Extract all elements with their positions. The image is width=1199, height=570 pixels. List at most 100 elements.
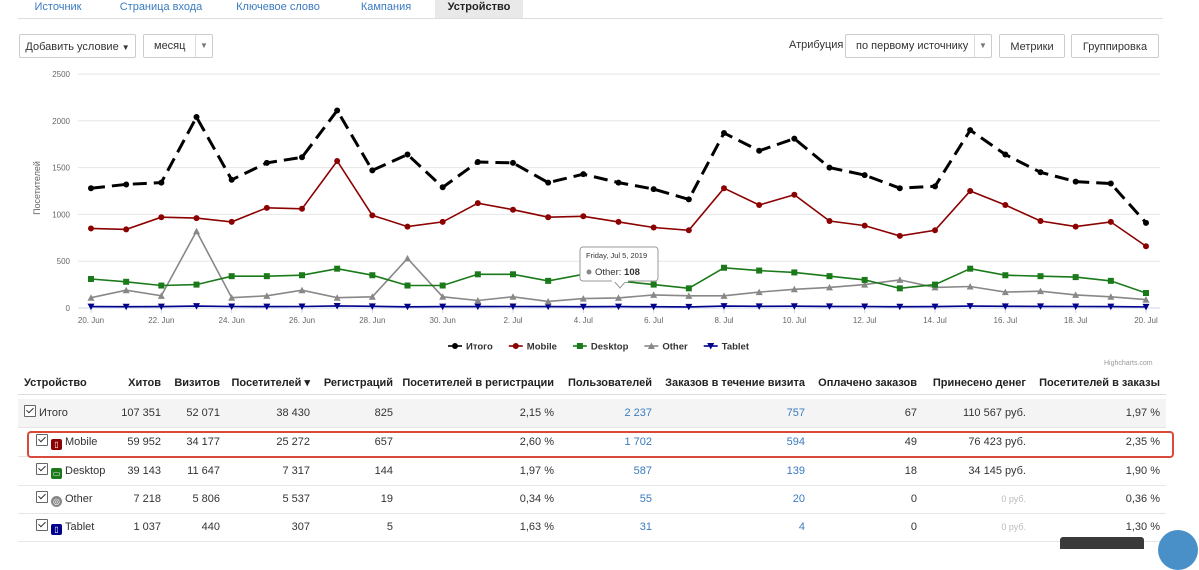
col-visits[interactable]: Визитов: [174, 377, 220, 389]
series-point: [439, 293, 447, 300]
series-point: [932, 183, 938, 190]
series-point: [439, 218, 446, 225]
x-tick-label: 2. Jul: [503, 316, 522, 325]
series-point: [896, 185, 903, 192]
checkbox[interactable]: [36, 491, 48, 503]
series-point: [721, 185, 727, 192]
cell-orders-link[interactable]: 757: [786, 407, 805, 419]
cell-hits: 39 143: [127, 465, 161, 477]
cell-orders-link[interactable]: 20: [792, 493, 805, 505]
floating-panel[interactable]: [1060, 537, 1144, 549]
col-orders-in-visit[interactable]: Заказов в течение визита: [665, 377, 805, 389]
cell-users-link[interactable]: 55: [639, 493, 652, 505]
series-point: [299, 154, 305, 161]
caret-down-icon: ▼: [121, 43, 130, 52]
chart-x-axis: 20. Jun 22. Jun 24. Jun 26. Jun 28. Jun 30. J…: [78, 308, 1158, 325]
col-registrations[interactable]: Регистраций: [323, 377, 393, 389]
series-point: [333, 302, 341, 310]
series-point: [756, 267, 763, 274]
cell-users-link[interactable]: 2 237: [624, 407, 652, 419]
svg-text:Other: 108: Other: 108: [595, 267, 640, 278]
series-point: [1072, 274, 1079, 281]
attribution-select[interactable]: по первому источнику ▼: [845, 34, 992, 58]
cell-visitors-to-orders: 1,97 %: [1125, 407, 1160, 419]
cell-orders-link[interactable]: 594: [786, 436, 805, 448]
col-device[interactable]: Устройство: [24, 377, 87, 389]
cell-orders-link[interactable]: 139: [786, 465, 805, 477]
cell-users-link[interactable]: 1 702: [624, 436, 652, 448]
chart-series: [87, 107, 1150, 311]
series-Итого: [88, 107, 1149, 226]
col-paid-orders[interactable]: Оплачено заказов: [818, 377, 917, 389]
cell-visitors: 38 430: [276, 407, 310, 419]
series-point: [1037, 303, 1044, 310]
series-point: [1072, 303, 1080, 311]
grouping-button[interactable]: Группировка: [1071, 34, 1159, 58]
cell-visitors-to-orders: 2,35 %: [1125, 436, 1160, 448]
series-point: [193, 215, 200, 222]
cell-money: 0 руб.: [1001, 494, 1026, 504]
series-point: [707, 343, 715, 350]
series-point: [474, 200, 481, 207]
series-point: [299, 272, 305, 279]
cell-users-link[interactable]: 587: [633, 465, 652, 477]
series-point: [615, 179, 622, 186]
metrics-button[interactable]: Метрики: [999, 34, 1065, 58]
tab-campaign[interactable]: Кампания: [360, 1, 412, 13]
series-point: [544, 303, 552, 311]
col-visitors-to-orders[interactable]: Посетителей в заказы: [1039, 377, 1160, 389]
x-tick-label: 4. Jul: [574, 316, 593, 325]
cell-visitors-to-registrations: 2,60 %: [519, 436, 554, 448]
col-money[interactable]: Принесено денег: [932, 377, 1026, 389]
x-tick-label: 20. Jun: [78, 316, 104, 325]
series-point: [1142, 303, 1150, 311]
series-point: [720, 292, 728, 299]
chat-widget-button[interactable]: [1158, 530, 1198, 570]
add-condition-button[interactable]: Добавить условие ▼: [19, 34, 136, 58]
col-visitors-sorted[interactable]: Посетителей ▾: [231, 377, 310, 389]
series-point: [509, 293, 517, 300]
cell-users-link[interactable]: 31: [639, 521, 652, 533]
series-point: [791, 191, 798, 198]
cell-orders-link[interactable]: 4: [798, 521, 805, 533]
series-point: [967, 265, 974, 272]
col-hits[interactable]: Хитов: [128, 377, 161, 389]
x-tick-label: 24. Jun: [219, 316, 245, 325]
checkbox[interactable]: [36, 519, 48, 531]
tab-keyword[interactable]: Ключевое слово: [236, 1, 320, 13]
series-point: [932, 227, 938, 234]
checkbox[interactable]: [24, 405, 36, 417]
cell-registrations: 144: [374, 465, 393, 477]
series-point: [826, 273, 833, 280]
col-users[interactable]: Пользователей: [568, 377, 652, 389]
cell-visitors-to-orders: 0,36 %: [1125, 493, 1160, 505]
series-point: [158, 179, 165, 186]
series-point: [334, 107, 341, 114]
series-point: [650, 186, 657, 193]
series-point: [510, 271, 516, 278]
series-point: [579, 303, 587, 311]
period-select[interactable]: месяц ▼: [143, 34, 213, 58]
series-point: [263, 303, 271, 311]
chart-gridlines: [78, 73, 1160, 309]
attribution-label: Атрибуция: [789, 39, 844, 51]
cell-visitors-to-registrations: 1,63 %: [519, 521, 554, 533]
series-point: [158, 282, 165, 289]
series-point: [579, 295, 587, 302]
legend-label: Итого: [466, 342, 493, 353]
series-point: [228, 218, 235, 225]
checkbox[interactable]: [36, 434, 48, 446]
mobile-icon: ▯: [51, 439, 62, 450]
series-point: [123, 226, 130, 233]
tab-landing-page[interactable]: Страница входа: [119, 1, 203, 13]
x-tick-label: 28. Jun: [359, 316, 385, 325]
tab-source[interactable]: Источник: [34, 1, 82, 13]
series-point: [650, 281, 657, 288]
y-tick-label: 0: [66, 304, 71, 313]
col-visitors-to-registrations[interactable]: Посетителей в регистрации: [402, 377, 554, 389]
series-point: [826, 164, 833, 171]
checkbox[interactable]: [36, 463, 48, 475]
tab-device[interactable]: Устройство: [435, 0, 523, 18]
series-point: [861, 281, 869, 288]
series-point: [685, 227, 692, 234]
